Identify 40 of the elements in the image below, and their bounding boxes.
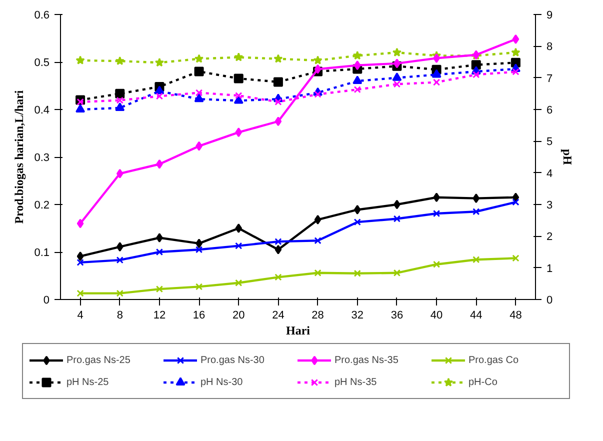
x-tick-label: 44 [470,310,482,322]
x-tick-label: 4 [77,310,84,322]
y-tick-label: 0.2 [34,200,50,212]
y-tick-label: 0.4 [34,104,50,116]
y2-tick-label: 5 [546,136,553,148]
y2-tick-label: 9 [546,10,553,22]
legend-label: Pro.gas Ns-30 [200,354,266,366]
x-tick-label: 24 [272,310,284,322]
legend-label: Pro.gas Ns-25 [66,354,132,366]
x-tick-label: 40 [430,310,443,322]
y-tick-label: 0.5 [34,57,50,69]
y-tick-label: 0.1 [34,247,50,259]
y-tick-label: 0 [43,294,50,306]
x-axis-title: Hari [286,324,311,338]
legend-label: pH Ns-30 [200,376,244,388]
y2-tick-label: 0 [546,294,553,306]
y-tick-label: 0.3 [34,152,50,164]
x-tick-label: 20 [232,310,245,322]
x-tick-label: 32 [351,310,364,322]
y2-tick-label: 1 [546,262,553,275]
y2-tick-label: 2 [546,231,553,244]
x-tick-label: 16 [192,310,206,322]
legend-label: Pro.gas Co [468,354,520,366]
legend-label: pH-Co [468,376,498,388]
x-tick-label: 36 [390,310,404,322]
y2-tick-label: 6 [546,104,553,116]
x-tick-label: 28 [312,310,324,322]
x-tick-label: 12 [153,310,166,322]
y-axis-title: Prod.biogas harian,L/hari [12,90,26,224]
legend-label: pH Ns-25 [66,376,110,388]
y2-tick-label: 8 [546,41,553,54]
x-tick-label: 8 [116,310,123,322]
legend-label: Pro.gas Ns-35 [334,354,400,366]
x-tick-label: 48 [510,310,522,322]
legend-label: pH Ns-35 [334,376,378,388]
y2-tick-label: 4 [546,168,553,180]
y2-axis-title: pH [560,148,575,166]
y2-tick-label: 7 [546,72,553,85]
y2-tick-label: 3 [546,200,553,212]
y-tick-label: 0.6 [34,10,50,22]
